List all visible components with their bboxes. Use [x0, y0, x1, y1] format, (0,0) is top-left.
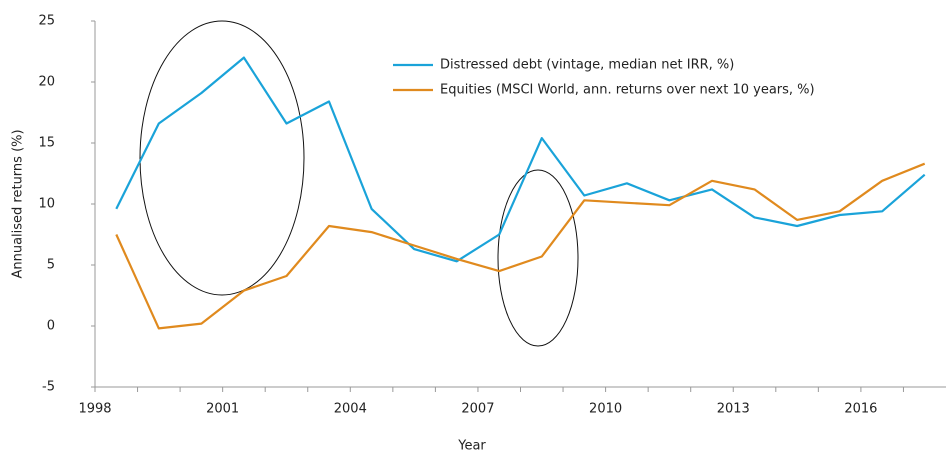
y-tick-label: -5 — [42, 380, 55, 395]
x-tick-label: 2016 — [844, 402, 877, 417]
x-tick-label: 1998 — [78, 402, 111, 417]
highlight-ellipse — [497, 169, 579, 347]
y-tick-label: 10 — [38, 197, 55, 212]
legend-label: Equities (MSCI World, ann. returns over … — [440, 83, 815, 98]
data-line — [115, 162, 926, 330]
y-tick-label: 25 — [38, 14, 55, 29]
y-tick-label: 0 — [47, 319, 55, 334]
x-tick-label: 2001 — [206, 402, 239, 417]
highlight-ellipse — [139, 20, 305, 296]
legend-label: Distressed debt (vintage, median net IRR… — [440, 58, 734, 73]
x-tick-label: 2013 — [717, 402, 750, 417]
x-tick-label: 2007 — [461, 402, 494, 417]
data-line — [115, 56, 926, 263]
x-tick-label: 2004 — [334, 402, 367, 417]
y-tick-label: 15 — [38, 136, 55, 151]
y-axis-label: Annualised returns (%) — [11, 129, 26, 278]
x-axis-label: Year — [457, 439, 486, 454]
y-tick-label: 20 — [38, 75, 55, 90]
y-tick-label: 5 — [47, 258, 55, 273]
x-tick-label: 2010 — [589, 402, 622, 417]
